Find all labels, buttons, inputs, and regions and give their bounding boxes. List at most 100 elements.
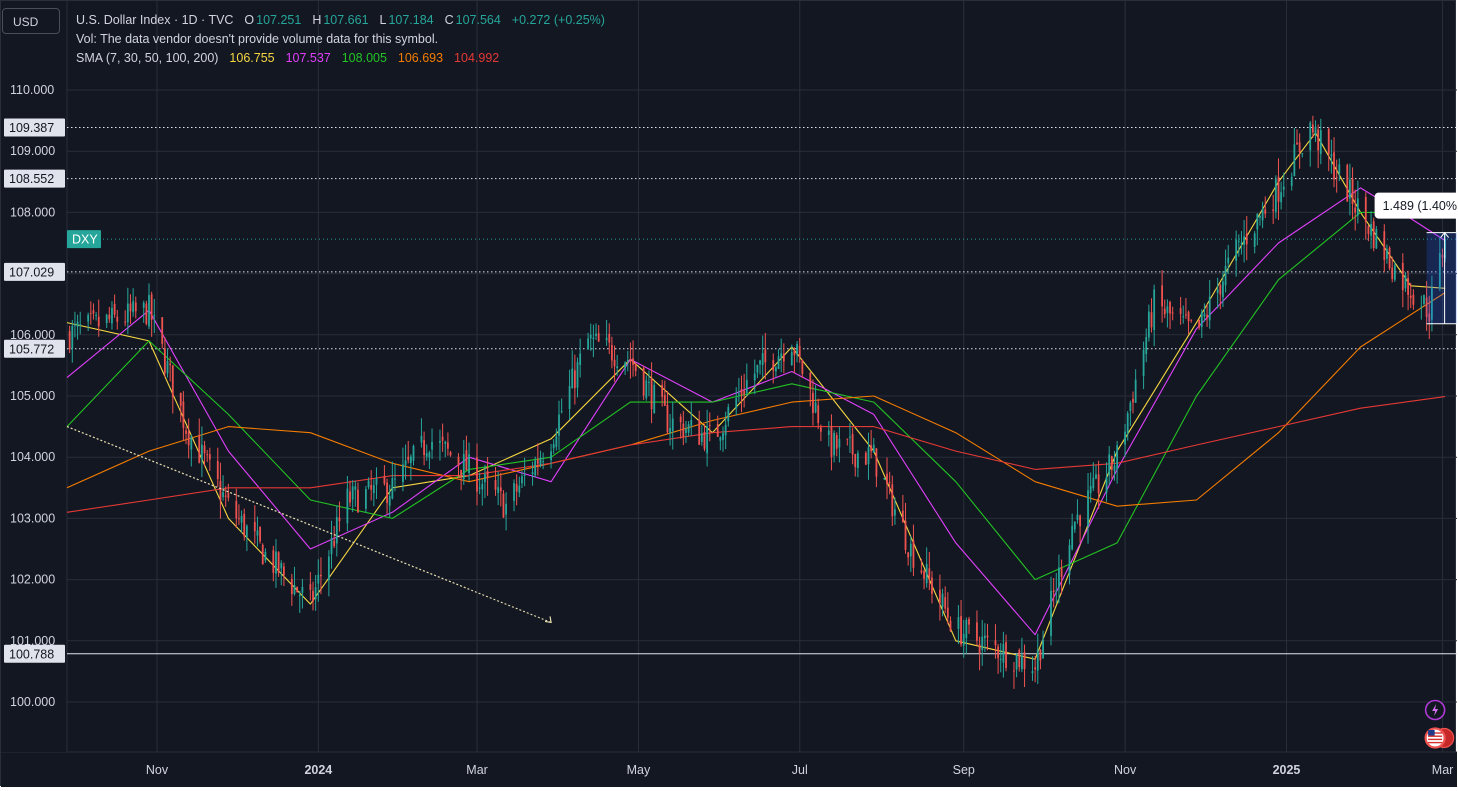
- price-axis[interactable]: 110.000109.000108.000107.000106.000105.0…: [1, 1, 68, 752]
- candle-body: [790, 352, 793, 366]
- candle-body: [261, 544, 264, 565]
- y-tick-label: 101.000: [10, 634, 55, 648]
- candle-body: [423, 440, 425, 456]
- candle-body: [838, 438, 841, 448]
- candle-body: [957, 617, 960, 629]
- volume-note: Vol: The data vendor doesn't provide vol…: [76, 32, 439, 46]
- candle-body: [597, 333, 600, 342]
- candle-body: [499, 487, 502, 492]
- candle-body: [1150, 312, 1153, 328]
- candle-body: [1277, 176, 1280, 202]
- candle-body: [867, 447, 870, 465]
- candle-body: [780, 353, 783, 358]
- candle-body: [97, 316, 100, 327]
- horizontal-line-label: 105.772: [9, 342, 54, 356]
- candle-body: [235, 500, 238, 519]
- candle-body: [923, 571, 925, 579]
- candle-body: [1407, 277, 1409, 295]
- candle-body: [793, 350, 796, 356]
- candle-body: [777, 356, 780, 369]
- candle-body: [206, 454, 209, 456]
- candle-body: [576, 362, 579, 388]
- candle-body: [685, 429, 687, 433]
- candle-body: [1206, 314, 1208, 318]
- candle-body: [629, 359, 632, 362]
- candle-body: [425, 453, 428, 457]
- sma-line: [66, 396, 1446, 513]
- high-value: 107.661: [323, 13, 369, 27]
- candle-body: [708, 424, 711, 426]
- candle-body: [1039, 649, 1042, 661]
- candle-body: [1224, 265, 1227, 286]
- candle-body: [976, 622, 978, 641]
- candle-body: [1264, 209, 1267, 214]
- candle-body: [669, 428, 671, 434]
- candle-body: [219, 480, 222, 501]
- drawings[interactable]: 1.489 (1.40%) 1,489: [66, 192, 1457, 624]
- lightning-glyph: [1432, 704, 1439, 716]
- high-label: H: [312, 13, 322, 27]
- candle-body: [624, 362, 627, 369]
- candle-body: [1335, 176, 1338, 178]
- candle-body: [679, 416, 682, 423]
- candle-body: [965, 619, 968, 639]
- candle-body: [1274, 178, 1277, 212]
- candle-body: [1071, 525, 1074, 550]
- candle-body: [558, 414, 560, 436]
- candle-body: [978, 644, 981, 654]
- open-value: 107.251: [256, 13, 302, 27]
- candle-body: [391, 478, 394, 499]
- sma7-value: 106.755: [229, 51, 275, 65]
- candle-body: [1110, 456, 1113, 470]
- candle-body: [222, 492, 224, 498]
- volume-row: Vol: The data vendor doesn't provide vol…: [76, 30, 607, 49]
- trend-line-arrow: [544, 616, 552, 624]
- candle-body: [854, 453, 857, 468]
- candle-body: [150, 294, 153, 320]
- candle-body: [1105, 476, 1108, 493]
- candle-body: [595, 333, 597, 337]
- candle-body: [1108, 454, 1111, 476]
- candle-body: [367, 480, 370, 488]
- candle-body: [523, 474, 526, 476]
- candle-body: [71, 326, 74, 349]
- candle-body: [851, 434, 854, 455]
- candle-body: [132, 301, 135, 313]
- events[interactable]: [1424, 699, 1455, 749]
- candle-body: [346, 488, 349, 524]
- candle-body: [462, 454, 465, 479]
- candle-body: [505, 503, 507, 515]
- candle-body: [1179, 308, 1182, 314]
- candle-body: [245, 525, 248, 537]
- candle-body: [409, 456, 412, 464]
- candle-body: [613, 359, 616, 367]
- candle-body: [1309, 122, 1312, 151]
- candle-body: [1095, 474, 1097, 479]
- candle-body: [412, 445, 415, 461]
- candle-body: [449, 452, 452, 456]
- trend-line[interactable]: [66, 426, 552, 623]
- candle-body: [928, 568, 931, 579]
- measure-box[interactable]: [1426, 232, 1457, 324]
- candle-body: [605, 337, 608, 341]
- time-axis[interactable]: Nov2024MarMayJulSepNov2025MarMayJulSepNo…: [1, 751, 1457, 787]
- candle-body: [941, 593, 944, 608]
- candle-body: [1219, 285, 1222, 295]
- candle-body: [835, 435, 838, 449]
- candle-body: [407, 456, 410, 460]
- candle-body: [706, 426, 709, 454]
- candle-body: [182, 401, 185, 428]
- horizontal-line-label: 109.387: [9, 121, 54, 135]
- candle-body: [1187, 311, 1190, 322]
- close-label: C: [444, 13, 454, 27]
- candle-body: [439, 440, 441, 443]
- currency-button[interactable]: USD: [2, 8, 60, 34]
- sma-row[interactable]: SMA (7, 30, 50, 100, 200) 106.755 107.53…: [76, 49, 607, 68]
- candle-body: [351, 486, 354, 500]
- symbol-title[interactable]: U.S. Dollar Index · 1D · TVC: [76, 13, 234, 27]
- candle-body: [1227, 257, 1230, 264]
- candle-body: [1372, 221, 1375, 248]
- candle-body: [275, 551, 277, 574]
